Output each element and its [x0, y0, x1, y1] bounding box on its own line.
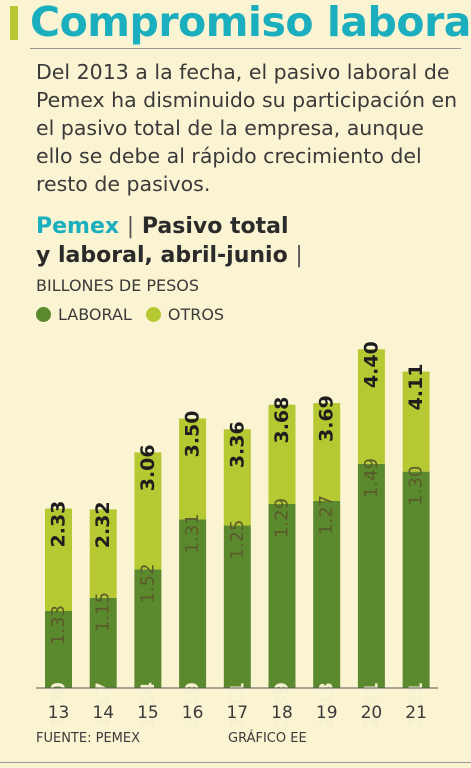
bar-laboral-19 — [313, 500, 341, 688]
bar-otros-18 — [268, 404, 296, 504]
label-otros-14: 1.15 — [93, 592, 114, 632]
bar-otros-20 — [357, 349, 385, 464]
label-total-21: 4.11 — [405, 364, 427, 411]
legend-label-otros: OTROS — [167, 305, 225, 324]
label-otros-13: 1.33 — [48, 605, 69, 645]
xtick-21: 21 — [405, 703, 427, 723]
label-total-16: 3.50 — [182, 411, 204, 458]
label-total-18: 3.68 — [271, 397, 293, 444]
legend-swatch-laboral — [36, 307, 51, 322]
label-total-14: 2.32 — [92, 501, 114, 548]
label-otros-21: 1.30 — [406, 466, 427, 506]
label-laboral-14: 1.17 — [92, 682, 114, 729]
units-label: BILLONES DE PESOS — [36, 276, 200, 295]
xtick-18: 18 — [271, 703, 293, 723]
label-laboral-18: 2.39 — [271, 682, 293, 729]
subhead-line1: Pasivo total — [141, 214, 289, 239]
intro-text: Del 2013 a la fecha, el pasivo laboral d… — [36, 60, 458, 196]
bar-otros-17 — [223, 429, 251, 526]
label-laboral-17: 2.11 — [226, 682, 248, 729]
chart-subheading: Pemex | Pasivo total y laboral, abril-ju… — [36, 212, 466, 270]
bar-laboral-13 — [45, 611, 72, 688]
subhead-brand: Pemex — [36, 214, 120, 239]
label-otros-18: 1.29 — [272, 498, 293, 538]
xtick-16: 16 — [182, 703, 204, 723]
legend-swatch-otros — [145, 307, 161, 322]
bar-otros-14 — [89, 509, 117, 598]
bar-laboral-21 — [402, 471, 430, 688]
label-otros-19: 1.27 — [316, 495, 337, 535]
title-accent-bar — [10, 6, 18, 40]
bar-otros-13 — [45, 508, 72, 611]
bar-otros-15 — [134, 452, 162, 570]
label-otros-16: 1.31 — [182, 513, 203, 553]
source-note: FUENTE: PEMEX — [36, 731, 140, 746]
bar-otros-19 — [313, 403, 341, 501]
xtick-14: 14 — [92, 703, 114, 723]
label-otros-17: 1.25 — [227, 520, 248, 560]
xtick-19: 19 — [316, 703, 338, 723]
xtick-13: 13 — [48, 703, 70, 723]
label-total-13: 2.33 — [48, 501, 70, 548]
xtick-17: 17 — [226, 703, 248, 723]
bar-laboral-16 — [179, 519, 207, 688]
label-otros-15: 1.52 — [137, 563, 158, 603]
xtick-15: 15 — [137, 703, 159, 723]
legend-item-otros: OTROS — [145, 305, 225, 324]
bar-laboral-15 — [134, 569, 162, 688]
bar-otros-21 — [402, 371, 430, 472]
label-laboral-20: 2.91 — [360, 682, 382, 729]
legend-label-laboral: LABORAL — [58, 305, 132, 324]
title-divider — [30, 48, 461, 49]
bar-laboral-20 — [357, 463, 385, 688]
subhead-separator: | — [126, 214, 135, 239]
label-total-17: 3.36 — [226, 421, 248, 468]
label-laboral-13: 1.00 — [48, 682, 70, 729]
label-total-20: 4.40 — [360, 341, 382, 388]
subhead-line2: y laboral, abril-junio — [36, 243, 288, 268]
label-laboral-21: 2.81 — [405, 682, 427, 729]
page-title: Compromiso laboral — [30, 0, 471, 46]
bar-laboral-14 — [89, 597, 117, 688]
bottom-divider — [0, 762, 471, 763]
label-total-19: 3.69 — [316, 395, 338, 442]
label-otros-20: 1.49 — [361, 458, 382, 498]
legend-item-laboral: LABORAL — [36, 305, 132, 324]
label-laboral-19: 2.43 — [316, 682, 338, 729]
graphic-credit: GRÁFICO EE — [228, 731, 307, 746]
chart-legend: LABORAL OTROS — [36, 305, 238, 324]
label-total-15: 3.06 — [137, 444, 159, 491]
bar-laboral-18 — [268, 503, 296, 688]
label-laboral-16: 2.19 — [182, 682, 204, 729]
bar-laboral-17 — [223, 525, 251, 688]
xtick-20: 20 — [361, 703, 383, 723]
bar-otros-16 — [179, 418, 207, 520]
subhead-trailing-separator: | — [295, 243, 303, 268]
label-laboral-15: 1.54 — [137, 682, 159, 729]
